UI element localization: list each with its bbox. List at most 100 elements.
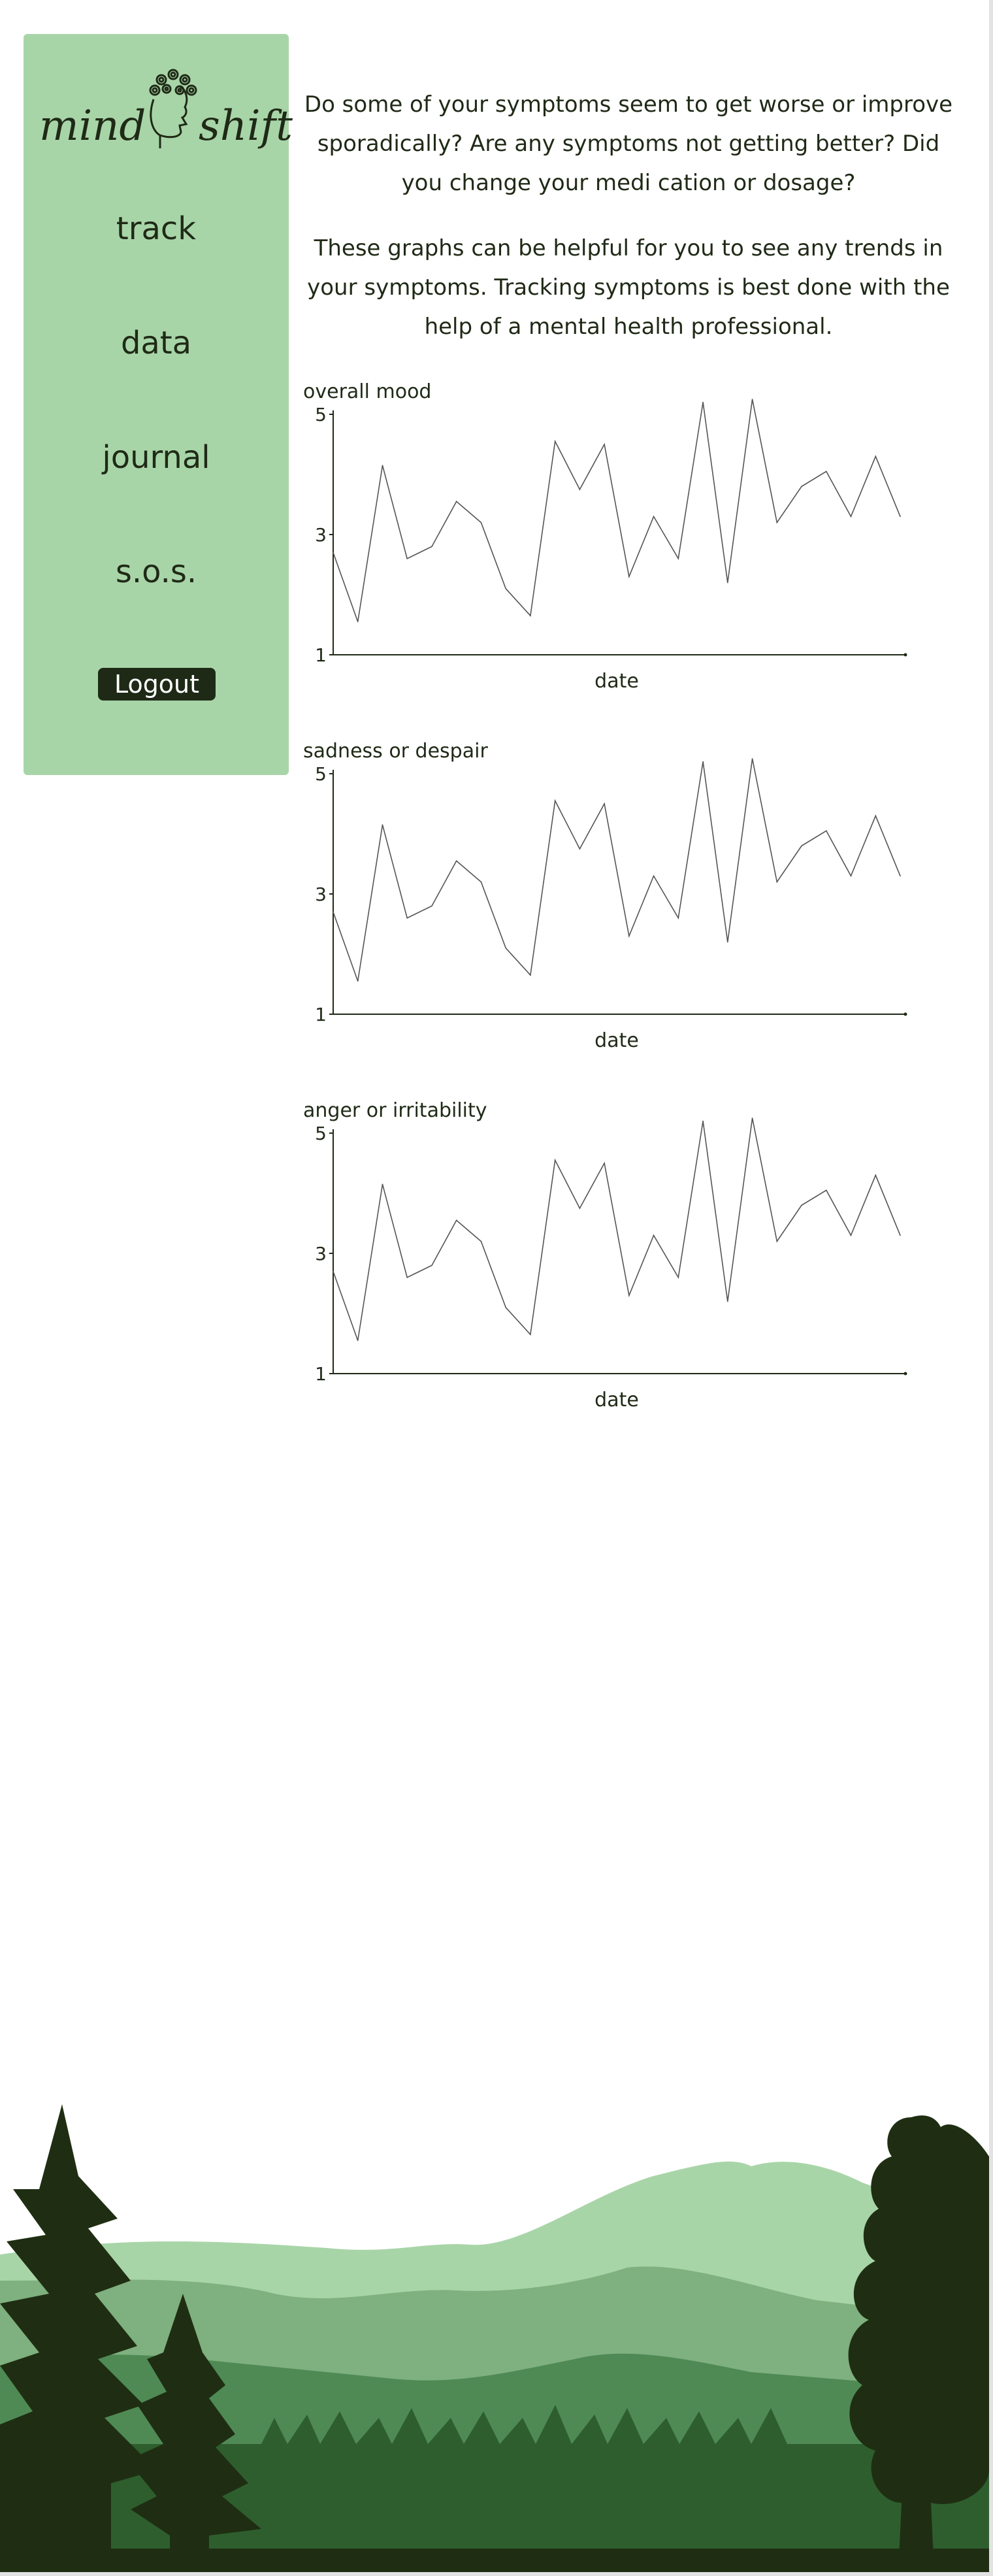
data-point — [505, 1307, 506, 1308]
data-point — [505, 588, 506, 589]
data-point — [431, 905, 432, 907]
data-point — [628, 1295, 630, 1296]
chart-title: overall mood — [303, 380, 432, 403]
data-point — [727, 941, 728, 943]
series-line — [333, 399, 901, 622]
x-axis-end-dot — [903, 653, 907, 657]
series-line — [333, 1117, 901, 1341]
data-point — [406, 917, 408, 919]
data-point — [653, 516, 655, 518]
data-point — [825, 471, 827, 472]
logo-text-shift: shift — [199, 102, 293, 150]
data-point — [900, 1234, 901, 1236]
data-point — [554, 440, 556, 442]
data-point — [653, 875, 655, 877]
data-point — [604, 803, 605, 804]
data-point — [480, 1240, 482, 1242]
y-tick-label: 1 — [315, 1004, 327, 1025]
y-tick-label: 5 — [315, 1123, 327, 1144]
data-point — [677, 917, 679, 919]
line-chart: 1 3 5 date — [315, 399, 907, 693]
data-point — [751, 399, 753, 400]
y-tick-label: 5 — [315, 404, 327, 425]
pine-tree-small — [127, 2294, 261, 2572]
head-swirl-icon — [149, 69, 197, 148]
data-point — [530, 615, 531, 616]
y-tick-label: 3 — [315, 524, 327, 546]
data-point — [579, 1208, 581, 1209]
data-point — [727, 1300, 728, 1302]
data-point — [727, 582, 728, 584]
data-point — [455, 1219, 457, 1221]
data-point — [579, 848, 581, 850]
data-point — [604, 1163, 605, 1164]
data-point — [480, 881, 482, 883]
data-point — [455, 501, 457, 503]
data-point — [850, 516, 852, 518]
data-point — [900, 875, 901, 877]
y-tick-label: 1 — [315, 644, 327, 666]
sidebar: mind shift track data journal s.o.s. Log… — [24, 34, 293, 775]
intro-paragraph-2: These graphs can be helpful for you to s… — [307, 235, 950, 340]
y-tick-label: 1 — [315, 1363, 327, 1385]
data-point — [333, 911, 334, 913]
logo-text-mind: mind — [39, 102, 146, 150]
data-point — [702, 401, 704, 403]
x-axis-end-dot — [903, 1372, 907, 1376]
chart-title: sadness or despair — [303, 740, 488, 763]
data-point — [653, 1234, 655, 1236]
chart-anger-irritability: anger or irritability 1 3 5 date — [302, 1099, 955, 1439]
nav-item-track[interactable]: track — [116, 210, 197, 247]
y-tick-label: 3 — [315, 883, 327, 905]
data-point — [579, 489, 581, 490]
y-tick-label: 3 — [315, 1243, 327, 1264]
forest-landscape-illustration — [0, 2104, 989, 2572]
data-point — [801, 845, 802, 847]
data-point — [530, 1334, 531, 1335]
nav-item-data[interactable]: data — [120, 325, 192, 361]
data-point — [825, 830, 827, 832]
x-axis-label: date — [594, 670, 639, 693]
data-point — [751, 758, 753, 759]
data-point — [357, 980, 359, 982]
data-point — [850, 1234, 852, 1236]
ground — [0, 2549, 989, 2572]
data-point — [357, 1340, 359, 1342]
data-point — [406, 558, 408, 559]
data-point — [554, 1159, 556, 1161]
nav-item-journal[interactable]: journal — [102, 439, 210, 476]
data-point — [628, 576, 630, 578]
chart-overall-mood: overall mood 1 3 5 date — [302, 380, 955, 720]
intro-paragraph-1: Do some of your symptoms seem to get wor… — [304, 91, 953, 196]
x-axis-end-dot — [903, 1012, 907, 1016]
data-point — [751, 1117, 753, 1119]
data-point — [875, 815, 877, 817]
series-line — [333, 758, 901, 982]
chart-sadness-despair: sadness or despair 1 3 5 date — [302, 740, 955, 1080]
pine-tree-left — [0, 2104, 157, 2572]
data-point — [431, 546, 432, 548]
data-point — [530, 974, 531, 976]
data-point — [382, 465, 383, 466]
data-point — [801, 1204, 802, 1206]
chart-title: anger or irritability — [303, 1099, 487, 1122]
data-point — [702, 761, 704, 763]
nav-item-sos[interactable]: s.o.s. — [115, 553, 197, 590]
x-axis-label: date — [594, 1029, 639, 1052]
data-point — [702, 1120, 704, 1122]
app-logo[interactable]: mind shift — [39, 60, 293, 165]
data-point — [900, 516, 901, 518]
data-point — [604, 444, 605, 445]
logout-button[interactable]: Logout — [98, 668, 216, 701]
data-point — [382, 824, 383, 825]
data-point — [406, 1277, 408, 1278]
deciduous-tree-right — [848, 2115, 989, 2572]
data-point — [455, 860, 457, 862]
data-point — [801, 486, 802, 487]
data-point — [382, 1183, 383, 1185]
data-point — [480, 521, 482, 523]
data-point — [333, 1270, 334, 1272]
data-point — [776, 521, 778, 523]
data-point — [431, 1264, 432, 1266]
